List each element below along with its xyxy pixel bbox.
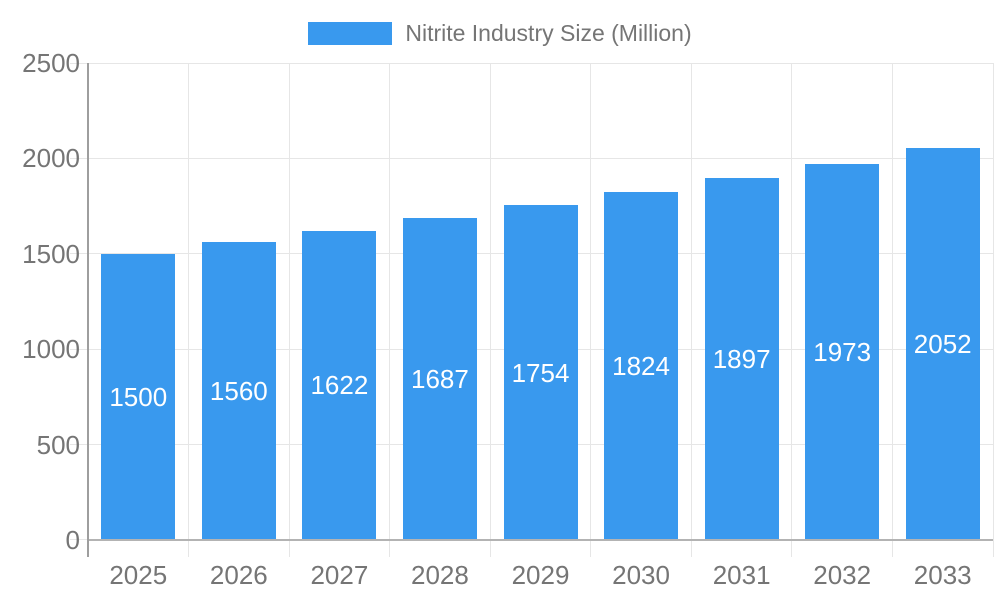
y-axis-tick [70, 348, 88, 350]
bar-value-label: 1687 [411, 364, 469, 395]
legend-swatch [308, 21, 393, 45]
y-axis-tick [70, 62, 88, 64]
gridline-vertical [590, 63, 592, 540]
x-axis-tick [590, 540, 592, 557]
bar-2030[interactable]: 1824 [604, 191, 679, 540]
bar-2032[interactable]: 1973 [805, 163, 880, 540]
x-tick-label: 2026 [209, 560, 268, 590]
gridline-vertical [891, 63, 893, 540]
bar-value-label: 2052 [913, 329, 972, 360]
bar-value-label: 1824 [612, 350, 670, 381]
y-axis-tick [70, 444, 88, 446]
y-axis-line [87, 63, 89, 557]
x-tick-label: 2032 [813, 560, 872, 590]
bar-2025[interactable]: 1500 [101, 253, 176, 540]
gridline-vertical [288, 63, 290, 540]
gridline-vertical [992, 63, 994, 540]
x-axis-tick [188, 540, 190, 557]
x-axis-tick [288, 540, 290, 557]
bar-value-label: 1754 [511, 357, 570, 388]
bar-2027[interactable]: 1622 [302, 230, 377, 540]
bar-2026[interactable]: 1560 [201, 242, 276, 540]
x-tick-label: 2029 [511, 560, 570, 590]
gridline-vertical [690, 63, 692, 540]
y-tick-label: 0 [65, 525, 80, 555]
y-tick-label: 500 [36, 429, 80, 460]
y-tick-label: 1500 [22, 238, 80, 269]
bar-2033[interactable]: 2052 [905, 148, 980, 540]
y-axis-tick [70, 157, 88, 159]
bar-value-label: 1560 [209, 376, 268, 407]
gridline-horizontal [88, 62, 993, 64]
gridline-vertical [188, 63, 190, 540]
bar-2029[interactable]: 1754 [503, 205, 578, 540]
x-axis-tick [690, 540, 692, 557]
gridline-vertical [791, 63, 793, 540]
x-axis-tick [891, 540, 893, 557]
gridline-vertical [389, 63, 391, 540]
gridline-horizontal [88, 157, 993, 159]
x-tick-label: 2030 [612, 560, 670, 590]
y-axis-tick [70, 538, 88, 540]
x-tick-label: 2033 [913, 560, 972, 590]
x-tick-label: 2027 [310, 560, 369, 590]
x-tick-label: 2031 [712, 560, 771, 590]
y-tick-label: 2500 [22, 48, 80, 78]
x-axis-tick [992, 540, 994, 557]
x-axis-tick [791, 540, 793, 557]
gridline-vertical [489, 63, 491, 540]
bar-2031[interactable]: 1897 [704, 178, 779, 540]
plot-area: 1500 1560 1622 1687 1754 1824 1897 1973 2052 [70, 62, 994, 557]
x-axis-tick [389, 540, 391, 557]
legend[interactable]: Nitrite Industry Size (Million) [0, 19, 1000, 47]
x-tick-label: 2028 [411, 560, 469, 590]
y-tick-label: 1000 [22, 334, 80, 365]
bar-2028[interactable]: 1687 [402, 218, 477, 540]
bar-value-label: 1897 [712, 344, 771, 375]
x-axis-line [88, 539, 993, 541]
y-axis-tick [70, 253, 88, 255]
bar-value-label: 1500 [109, 381, 168, 412]
legend-label: Nitrite Industry Size (Million) [405, 19, 692, 46]
y-tick-label: 2000 [22, 143, 80, 174]
bar-value-label: 1973 [813, 336, 872, 367]
x-axis-tick [489, 540, 491, 557]
bar-value-label: 1622 [310, 370, 369, 401]
x-tick-label: 2025 [109, 560, 168, 590]
